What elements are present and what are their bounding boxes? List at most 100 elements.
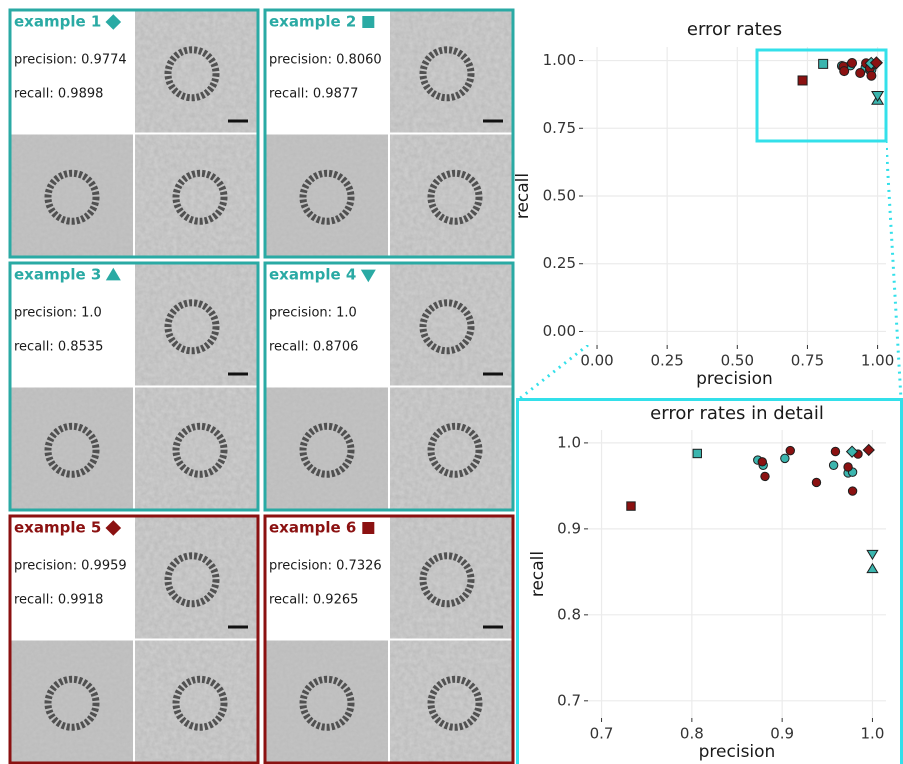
micrograph-noise — [135, 11, 257, 133]
y-axis-label: recall — [528, 551, 548, 597]
panel-border — [263, 514, 515, 764]
example-panel: example 4 precision: 1.0 recall: 0.8706 — [263, 261, 515, 512]
point — [818, 58, 829, 69]
y-tick-label: 0.8 — [557, 605, 581, 623]
detail-frame — [516, 398, 903, 764]
point — [105, 520, 122, 536]
micrograph-noise — [135, 640, 257, 762]
precision-text: precision: 0.9959 — [14, 559, 127, 574]
precision-text: precision: 1.0 — [269, 306, 357, 321]
recall-text: recall: 0.9898 — [14, 87, 103, 102]
point — [845, 445, 859, 458]
particle-ring — [164, 552, 220, 608]
point — [871, 91, 885, 102]
x-axis-label: precision — [699, 742, 776, 762]
micrograph-noise — [390, 264, 512, 386]
y-tick-label: 0.00 — [543, 322, 576, 340]
scale-bar — [483, 625, 503, 629]
point — [855, 68, 866, 79]
y-tick-label: 1.00 — [543, 51, 576, 69]
point — [862, 443, 875, 457]
point — [360, 269, 376, 283]
particle-ring — [427, 675, 483, 731]
y-tick-label: 0.9 — [557, 519, 581, 537]
point — [797, 75, 808, 86]
micrograph-noise — [390, 640, 512, 762]
plot-area — [588, 430, 886, 718]
particle-ring — [44, 422, 100, 478]
point — [843, 462, 853, 472]
zoom-connector — [518, 343, 589, 401]
point — [626, 501, 636, 511]
y-tick-label: 0.25 — [543, 254, 576, 272]
particle-ring — [44, 169, 100, 225]
precision-text: precision: 0.9774 — [14, 53, 127, 68]
x-axis-label: precision — [696, 369, 773, 389]
micrograph-noise — [390, 11, 512, 133]
recall-text: recall: 0.8706 — [269, 340, 358, 355]
micrograph-noise — [390, 517, 512, 639]
panel-title: example 5 — [14, 519, 101, 537]
example-panel: example 5 precision: 0.9959 recall: 0.9918 — [8, 514, 260, 764]
particle-ring — [164, 46, 220, 102]
particle-ring — [299, 675, 355, 731]
x-tick-label: 0.75 — [791, 352, 824, 370]
panel-title: example 4 — [269, 266, 356, 284]
x-tick-label: 0.7 — [590, 725, 614, 743]
chart-title: error rates — [687, 19, 782, 40]
particle-ring — [427, 169, 483, 225]
panel-title: example 6 — [269, 519, 356, 537]
particle-ring — [419, 552, 475, 608]
micrograph-noise — [135, 517, 257, 639]
point — [866, 70, 877, 81]
micrograph-noise — [266, 640, 388, 762]
precision-text: precision: 0.7326 — [269, 559, 382, 574]
point — [869, 56, 883, 70]
point — [105, 267, 121, 281]
recall-text: recall: 0.9918 — [14, 593, 103, 608]
point — [828, 460, 839, 470]
particle-ring — [164, 299, 220, 355]
precision-text: precision: 1.0 — [14, 306, 102, 321]
micrograph-noise — [266, 134, 388, 256]
x-tick-label: 0.9 — [770, 725, 794, 743]
point — [362, 16, 375, 28]
y-tick-label: 0.50 — [543, 187, 576, 205]
zoom-box — [755, 48, 888, 143]
y-axis-label: recall — [513, 173, 533, 219]
example-panel: example 3 precision: 1.0 recall: 0.8535 — [8, 261, 260, 512]
point — [839, 66, 850, 77]
point — [105, 14, 122, 30]
panel-title: example 1 — [14, 13, 101, 31]
x-tick-label: 1.0 — [861, 725, 885, 743]
micrograph-noise — [11, 640, 133, 762]
x-tick-label: 0.8 — [680, 725, 704, 743]
precision-text: precision: 0.8060 — [269, 53, 382, 68]
micrograph-noise — [11, 387, 133, 509]
panel-border — [8, 514, 260, 764]
x-tick-label: 0.25 — [650, 352, 683, 370]
example-panel: example 1 precision: 0.9774 recall: 0.9898 — [8, 8, 260, 259]
panel-border — [8, 8, 260, 259]
panel-title: example 2 — [269, 13, 356, 31]
scale-bar — [228, 625, 248, 629]
scale-bar — [228, 119, 248, 123]
example-panel: example 2 precision: 0.8060 recall: 0.9877 — [263, 8, 515, 259]
zoom-connector — [884, 140, 903, 400]
x-tick-label: 0.50 — [721, 352, 754, 370]
micrograph-noise — [266, 387, 388, 509]
panel-title: example 3 — [14, 266, 101, 284]
micrograph-noise — [11, 134, 133, 256]
particle-ring — [172, 422, 228, 478]
panel-border — [263, 8, 515, 259]
point — [866, 562, 879, 574]
recall-text: recall: 0.9877 — [269, 87, 358, 102]
particle-ring — [172, 675, 228, 731]
micrograph-noise — [390, 134, 512, 256]
point — [780, 453, 790, 464]
micrograph-noise — [390, 387, 512, 509]
point — [362, 522, 375, 534]
micrograph-noise — [135, 134, 257, 256]
scale-bar — [228, 372, 248, 376]
